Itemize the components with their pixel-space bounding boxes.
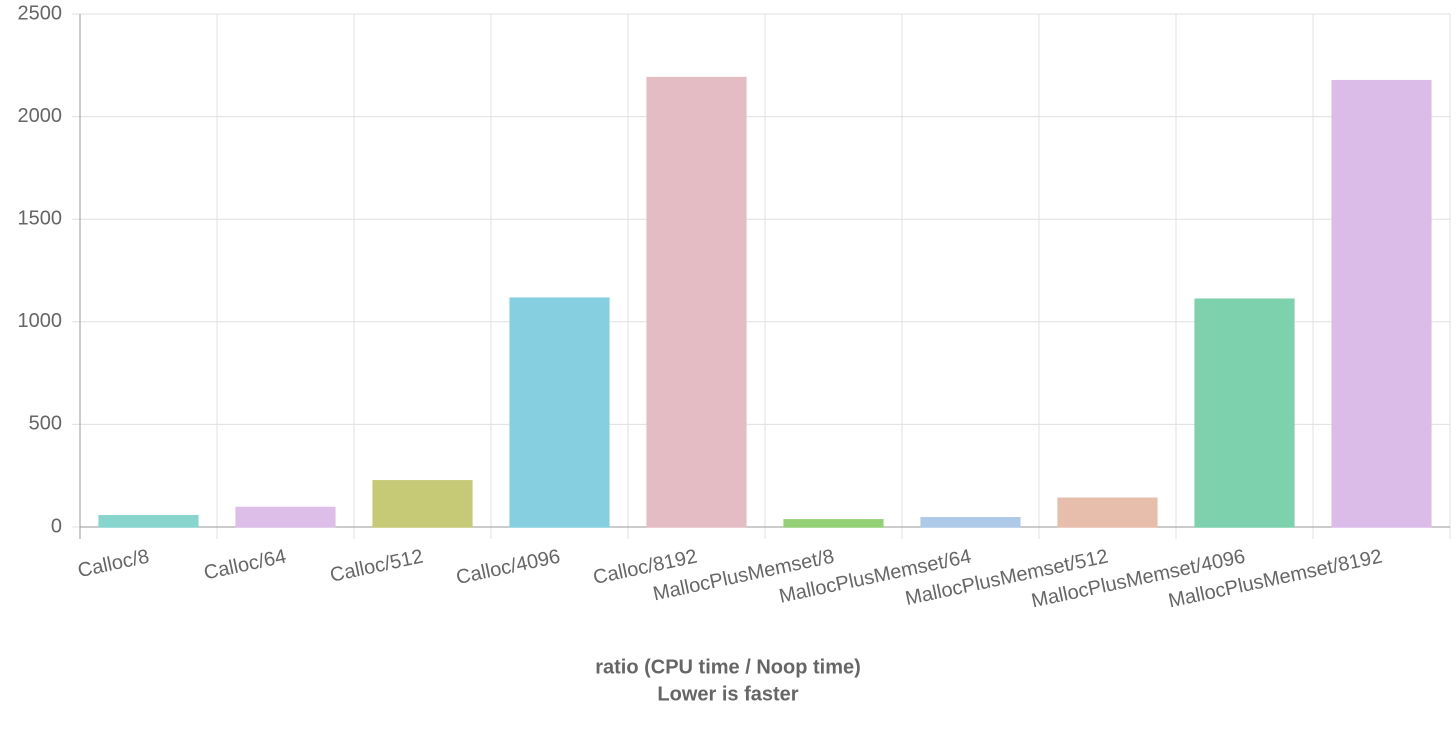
bar <box>1057 497 1158 528</box>
y-tick-label: 2500 <box>18 2 63 24</box>
bar <box>1331 79 1432 528</box>
y-tick-label: 2000 <box>18 105 63 127</box>
y-tick-label: 500 <box>29 413 62 435</box>
y-tick-label: 1000 <box>18 310 63 332</box>
bar <box>509 297 610 528</box>
bar <box>1194 298 1295 528</box>
chart-title: ratio (CPU time / Noop time) <box>595 656 861 678</box>
x-tick-label: Calloc/4096 <box>454 546 562 589</box>
x-tick-label: Calloc/8 <box>76 546 151 583</box>
x-tick-label: Calloc/512 <box>328 546 425 587</box>
y-tick-label: 1500 <box>18 207 63 229</box>
chart-subtitle: Lower is faster <box>657 683 798 705</box>
bar <box>372 480 473 528</box>
bar <box>783 519 884 528</box>
bar <box>98 514 199 528</box>
x-tick-label: Calloc/64 <box>202 546 288 585</box>
y-tick-label: 0 <box>51 515 62 537</box>
bar <box>920 517 1021 528</box>
bar <box>646 76 747 528</box>
bar <box>235 506 336 528</box>
